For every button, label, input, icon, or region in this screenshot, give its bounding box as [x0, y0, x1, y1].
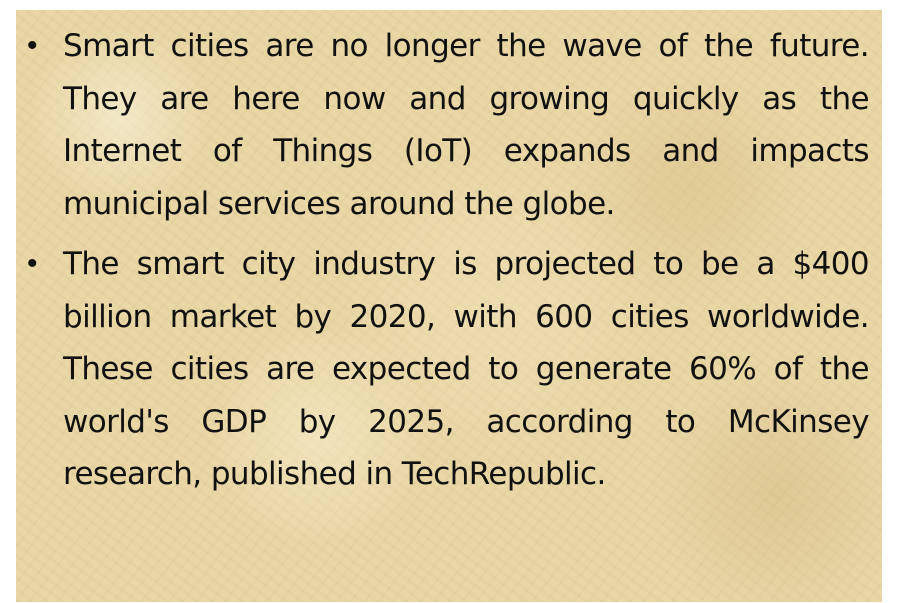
bullet-text: The smart city industry is projected to … [63, 246, 870, 492]
bullet-list: • Smart cities are no longer the wave of… [16, 20, 882, 509]
slide: • Smart cities are no longer the wave of… [16, 10, 882, 602]
bullet-marker: • [27, 29, 38, 62]
bullet-text: Smart cities are no longer the wave of t… [63, 28, 870, 222]
bullet-item: • The smart city industry is projected t… [16, 238, 882, 501]
bullet-marker: • [27, 247, 38, 280]
bullet-item: • Smart cities are no longer the wave of… [16, 20, 882, 230]
